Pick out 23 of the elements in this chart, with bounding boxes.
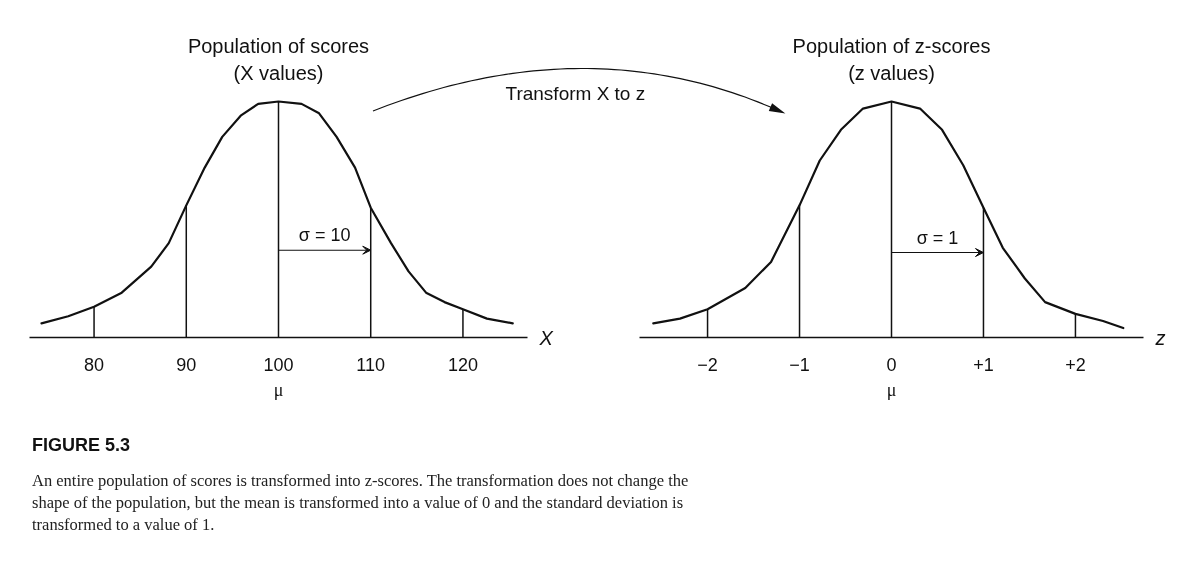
chart-title: Population of scores <box>187 34 370 57</box>
caption: FIGURE 5.3 <box>32 434 132 456</box>
x-axis-title: X <box>538 326 554 349</box>
chart-subtitle: (z values) <box>848 61 935 84</box>
annotation: σ = 1 <box>916 227 959 248</box>
annotation: σ = 10 <box>298 225 351 246</box>
chart-subtitle: (X values) <box>233 61 324 84</box>
x-tick-label: 100 <box>263 354 294 375</box>
ref-line-label: μ <box>273 379 284 400</box>
x-tick-label: −1 <box>789 354 810 375</box>
ref-line-label: μ <box>886 379 897 400</box>
x-tick-label: +2 <box>1065 354 1086 375</box>
x-tick-label: 120 <box>447 354 478 375</box>
x-tick-label: +1 <box>973 354 994 375</box>
x-axis-title: z <box>1154 326 1166 349</box>
x-tick-label: 0 <box>886 354 897 375</box>
x-tick-label: −2 <box>697 354 718 375</box>
x-tick-label: 90 <box>176 354 197 375</box>
chart-title: Population of z-scores <box>792 34 991 57</box>
x-tick-label: 80 <box>84 354 105 375</box>
annotation: Transform X to z <box>505 83 646 104</box>
x-tick-label: 110 <box>356 354 386 375</box>
text: An entire population of scores is transformed into z-scores. The transformation does not change the shape of the population, but the mean is transformed into a value of 0 and the standard deviation is transformed to a value of 1. <box>32 470 690 536</box>
